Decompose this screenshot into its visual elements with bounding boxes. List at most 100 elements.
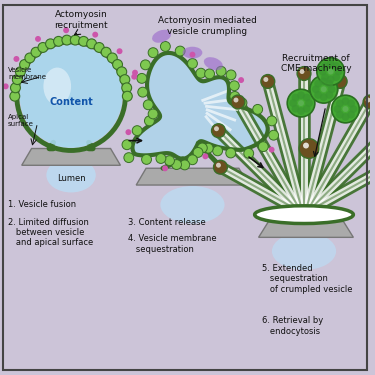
Circle shape xyxy=(12,75,22,84)
Ellipse shape xyxy=(255,206,353,224)
Circle shape xyxy=(327,60,334,68)
Circle shape xyxy=(35,36,41,42)
Circle shape xyxy=(10,83,20,93)
Circle shape xyxy=(326,80,333,88)
Circle shape xyxy=(342,97,350,105)
Circle shape xyxy=(334,105,342,113)
Ellipse shape xyxy=(152,30,171,43)
Text: Content: Content xyxy=(49,97,93,107)
Text: 4. Vesicle membrane
   sequestration: 4. Vesicle membrane sequestration xyxy=(128,234,217,254)
Circle shape xyxy=(287,89,315,117)
Circle shape xyxy=(137,74,147,83)
Circle shape xyxy=(267,116,277,126)
Ellipse shape xyxy=(204,57,223,70)
Circle shape xyxy=(297,107,305,115)
Circle shape xyxy=(196,68,206,78)
Circle shape xyxy=(120,75,130,84)
Polygon shape xyxy=(22,148,120,165)
Circle shape xyxy=(347,111,355,118)
Circle shape xyxy=(332,95,359,123)
Circle shape xyxy=(269,130,279,140)
Circle shape xyxy=(234,98,238,102)
Circle shape xyxy=(244,148,254,158)
Circle shape xyxy=(303,94,310,102)
Circle shape xyxy=(231,95,245,109)
Circle shape xyxy=(101,47,111,57)
Polygon shape xyxy=(259,222,353,237)
Circle shape xyxy=(122,83,132,93)
Circle shape xyxy=(342,113,350,121)
Circle shape xyxy=(268,147,274,153)
Circle shape xyxy=(305,99,313,107)
Circle shape xyxy=(230,92,240,101)
Circle shape xyxy=(263,77,268,82)
Circle shape xyxy=(216,163,221,168)
Ellipse shape xyxy=(20,45,122,147)
Circle shape xyxy=(312,86,320,93)
Circle shape xyxy=(321,62,329,70)
Circle shape xyxy=(87,39,96,49)
Circle shape xyxy=(148,48,158,58)
Circle shape xyxy=(20,60,30,69)
Circle shape xyxy=(326,91,333,99)
Circle shape xyxy=(336,99,344,107)
Polygon shape xyxy=(50,142,93,148)
Circle shape xyxy=(31,47,41,57)
Circle shape xyxy=(291,94,299,102)
Circle shape xyxy=(188,155,197,165)
Circle shape xyxy=(117,67,127,77)
Circle shape xyxy=(319,68,327,75)
Circle shape xyxy=(347,99,355,107)
Circle shape xyxy=(189,52,195,58)
Circle shape xyxy=(143,100,153,110)
Circle shape xyxy=(297,67,311,80)
Circle shape xyxy=(327,75,334,83)
Circle shape xyxy=(156,153,166,164)
Circle shape xyxy=(258,142,268,152)
Circle shape xyxy=(289,99,297,107)
Circle shape xyxy=(188,58,197,68)
Circle shape xyxy=(321,86,327,92)
Circle shape xyxy=(336,77,340,82)
Circle shape xyxy=(291,105,299,112)
Circle shape xyxy=(193,147,203,158)
Ellipse shape xyxy=(44,68,71,105)
Circle shape xyxy=(342,106,348,112)
Circle shape xyxy=(148,109,158,119)
Circle shape xyxy=(138,87,148,97)
Text: 5. Extended
   sequestration
   of crumpled vesicle: 5. Extended sequestration of crumpled ve… xyxy=(262,264,352,294)
Circle shape xyxy=(142,154,152,164)
Ellipse shape xyxy=(272,232,336,270)
Circle shape xyxy=(92,32,98,38)
Circle shape xyxy=(321,73,329,81)
Circle shape xyxy=(211,124,225,138)
Circle shape xyxy=(107,53,117,63)
Circle shape xyxy=(336,111,344,118)
Circle shape xyxy=(160,42,170,51)
Circle shape xyxy=(303,142,309,148)
Circle shape xyxy=(317,58,345,86)
Circle shape xyxy=(314,80,322,88)
Circle shape xyxy=(213,160,227,174)
Circle shape xyxy=(300,69,304,74)
Circle shape xyxy=(112,60,123,69)
Circle shape xyxy=(165,156,174,166)
Circle shape xyxy=(122,140,132,150)
Circle shape xyxy=(320,78,328,86)
Circle shape xyxy=(213,146,222,156)
Circle shape xyxy=(333,75,347,88)
Ellipse shape xyxy=(183,47,203,58)
Circle shape xyxy=(310,75,338,103)
Circle shape xyxy=(328,69,334,75)
Circle shape xyxy=(363,95,375,109)
Text: Apical
surface: Apical surface xyxy=(8,114,34,128)
Circle shape xyxy=(70,35,80,45)
Circle shape xyxy=(314,91,322,99)
Circle shape xyxy=(320,93,328,101)
Circle shape xyxy=(253,105,262,114)
Circle shape xyxy=(141,60,150,70)
Polygon shape xyxy=(132,53,268,159)
Circle shape xyxy=(162,165,168,171)
Circle shape xyxy=(203,143,213,153)
Circle shape xyxy=(63,27,69,33)
